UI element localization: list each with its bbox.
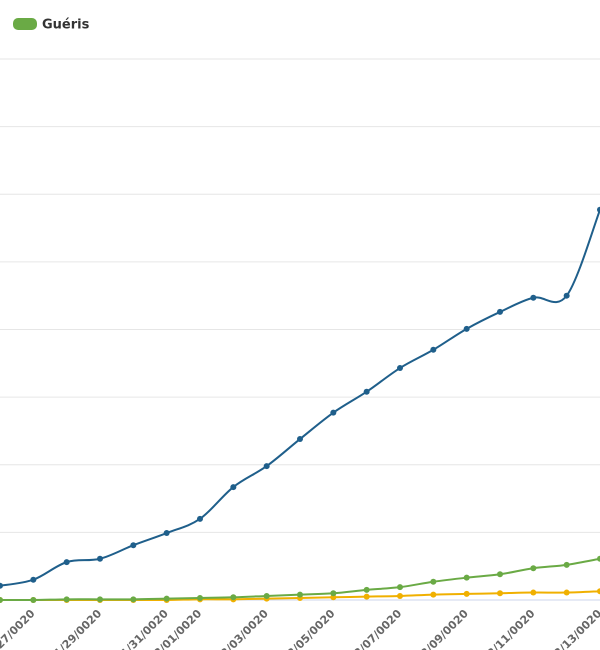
data-point [463, 574, 470, 581]
data-point [230, 484, 237, 491]
data-point [463, 325, 470, 332]
data-point [563, 589, 570, 596]
data-point [597, 555, 600, 562]
data-point [530, 565, 537, 572]
data-point [397, 365, 403, 372]
data-point [0, 582, 3, 589]
data-point [263, 463, 270, 470]
data-point [397, 584, 403, 591]
x-tick-label: 02/09/0020 [413, 607, 471, 650]
data-point [63, 596, 70, 603]
data-point [563, 561, 570, 568]
data-point [563, 292, 570, 299]
data-point [363, 388, 370, 395]
x-tick-label: 02/13/0020 [546, 607, 600, 650]
data-point [497, 308, 503, 315]
data-point [297, 436, 303, 443]
data-point [163, 595, 170, 602]
legend-swatch [13, 18, 37, 30]
data-point [97, 596, 103, 603]
x-tick-label: 01/29/0020 [46, 607, 104, 650]
x-tick-label: 02/05/0020 [279, 607, 337, 650]
x-tick-label: 02/11/0020 [479, 607, 537, 650]
data-point [363, 593, 370, 600]
data-point [497, 590, 503, 597]
data-point [430, 591, 437, 598]
data-point [197, 515, 203, 522]
data-point [297, 591, 303, 598]
data-point [263, 592, 270, 599]
data-point [30, 576, 37, 583]
data-point [230, 594, 237, 601]
data-point [330, 409, 337, 416]
data-point [530, 294, 537, 301]
data-point [63, 559, 70, 566]
data-point [30, 597, 37, 603]
x-tick-label: 02/07/0020 [346, 607, 404, 650]
data-point [330, 590, 337, 597]
data-point [97, 555, 103, 562]
x-tick-label: 02/03/0020 [213, 607, 271, 650]
data-point [197, 594, 203, 601]
x-tick-label: 01/27/0020 [0, 607, 38, 650]
data-point [430, 578, 437, 585]
data-point [130, 596, 137, 603]
data-point [130, 542, 137, 549]
data-point [597, 588, 600, 595]
data-point [430, 346, 437, 353]
data-point [0, 597, 3, 603]
data-point [463, 590, 470, 597]
data-point [397, 592, 403, 599]
data-point [363, 586, 370, 593]
data-point [163, 530, 170, 537]
data-point [597, 206, 600, 213]
data-point [497, 571, 503, 578]
legend-label: Guéris [42, 18, 90, 33]
series-line [0, 209, 600, 587]
data-point [530, 589, 537, 596]
